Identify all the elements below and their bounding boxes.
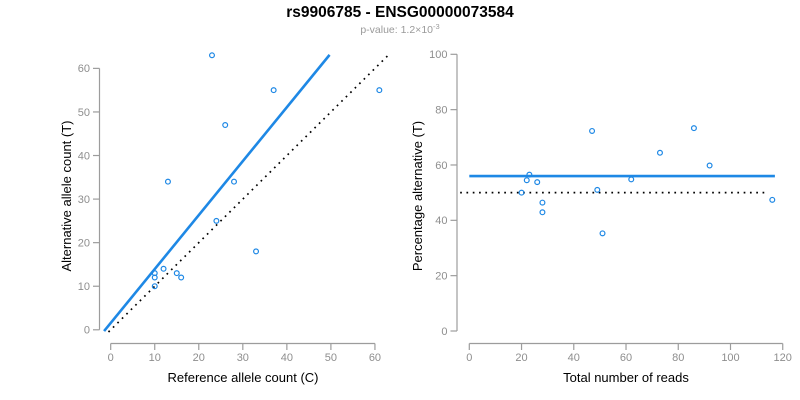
left-y-tick-label: 10 [78,281,90,293]
right-y-tick-label: 60 [435,160,447,172]
right-x-tick-label: 80 [672,352,684,364]
right-x-axis-title: Total number of reads [563,370,689,385]
right-y-tick-label: 0 [441,326,447,338]
right-y-tick-label: 20 [435,270,447,282]
right-data-point [539,209,546,216]
right-data-point [628,176,635,183]
left-x-tick-label: 30 [237,352,249,364]
right-x-tick-label: 120 [774,352,792,364]
left-x-tick-label: 20 [193,352,205,364]
left-y-tick-label: 40 [78,150,90,162]
page-title: rs9906785 - ENSG00000073584 [286,4,514,21]
left-data-point [160,265,167,272]
left-y-tick-label: 20 [78,237,90,249]
right-data-point [706,162,713,169]
left-x-tick-label: 60 [369,352,381,364]
left-y-tick-label: 0 [84,325,90,337]
left-x-tick-label: 40 [281,352,293,364]
left-data-point [270,87,277,94]
left-data-point [253,248,260,255]
left-data-point [178,274,185,281]
left-data-point [376,87,383,94]
right-data-point [534,179,541,186]
right-y-tick-label: 80 [435,104,447,116]
right-data-point [526,171,533,178]
right-data-point [539,199,546,206]
left-data-point [222,122,229,129]
left-data-point [151,274,158,281]
left-data-point [213,217,220,224]
left-y-tick-label: 50 [78,107,90,119]
right-data-point [594,186,601,193]
left-y-tick-label: 60 [78,63,90,75]
pvalue-exponent: -3 [433,22,440,31]
right-x-tick-label: 40 [568,352,580,364]
right-x-tick-label: 100 [721,352,739,364]
right-data-point [599,230,606,237]
left-x-tick-label: 0 [108,352,114,364]
left-y-tick-label: 30 [78,194,90,206]
regression-line [103,54,331,332]
right-data-point [769,196,776,203]
pvalue-text: p-value: 1.2×10 [360,24,433,36]
right-data-point [523,177,530,184]
left-x-tick-label: 50 [325,352,337,364]
right-x-tick-label: 20 [515,352,527,364]
right-y-tick-label: 100 [429,49,447,61]
right-x-tick-label: 60 [620,352,632,364]
left-data-point [164,178,171,185]
right-data-point [589,127,596,134]
pvalue-subtitle: p-value: 1.2×10-3 [0,22,800,36]
left-data-point [208,52,215,59]
right-data-point [656,149,663,156]
left-data-point [173,270,180,277]
right-x-tick-label: 0 [466,352,472,364]
left-data-point [151,283,158,290]
left-data-point [231,178,238,185]
right-data-point [690,125,697,132]
right-data-point [518,189,525,196]
right-y-tick-label: 40 [435,215,447,227]
left-x-axis-title: Reference allele count (C) [167,370,319,385]
identity-line [107,53,390,333]
left-x-tick-label: 10 [149,352,161,364]
